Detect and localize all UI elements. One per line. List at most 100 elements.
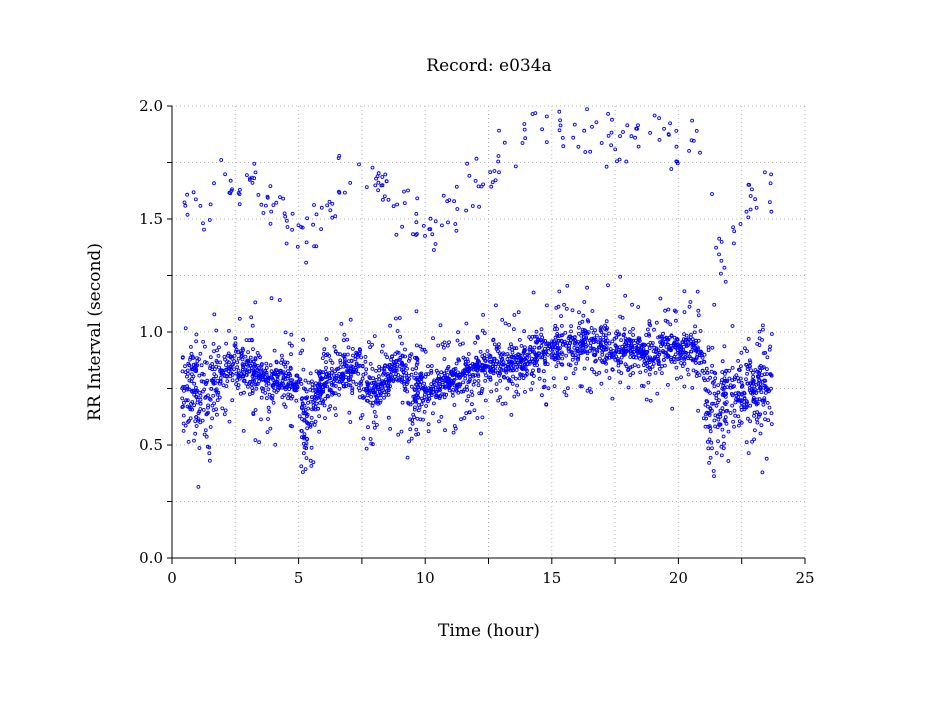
data-point	[491, 371, 496, 376]
data-point	[469, 389, 474, 394]
data-point	[510, 381, 515, 386]
data-point	[360, 363, 365, 368]
data-point	[424, 404, 428, 408]
data-point	[674, 318, 678, 323]
data-point	[473, 178, 478, 183]
data-point	[725, 385, 730, 389]
data-point	[358, 416, 363, 421]
data-point	[321, 385, 325, 390]
data-point	[610, 117, 614, 122]
data-point	[724, 391, 728, 396]
data-point	[628, 330, 632, 334]
data-point	[437, 386, 442, 391]
data-point	[353, 354, 358, 358]
data-point	[360, 413, 365, 417]
data-point	[228, 374, 233, 379]
data-point	[400, 400, 405, 405]
data-point	[758, 431, 763, 436]
data-point	[533, 334, 537, 339]
data-point	[284, 241, 289, 246]
data-point	[769, 172, 773, 177]
data-point	[294, 398, 299, 403]
data-point	[206, 405, 210, 410]
data-point	[409, 384, 414, 389]
data-point	[414, 356, 419, 361]
data-point	[294, 380, 299, 385]
data-point	[253, 300, 258, 305]
data-point	[636, 123, 640, 128]
data-point	[732, 408, 737, 413]
data-point	[185, 384, 190, 389]
data-point	[214, 328, 219, 333]
data-point	[413, 371, 418, 376]
data-point	[491, 337, 496, 342]
data-point	[532, 363, 537, 367]
data-point	[704, 388, 709, 393]
data-point	[745, 349, 749, 353]
data-point	[323, 416, 327, 420]
data-point	[465, 398, 469, 403]
data-point	[302, 432, 307, 437]
data-point	[212, 312, 217, 317]
data-point	[450, 390, 455, 395]
data-point	[724, 400, 729, 404]
data-point	[644, 397, 649, 402]
data-point	[413, 398, 418, 403]
data-point	[718, 412, 723, 417]
data-point	[240, 346, 245, 351]
data-point	[451, 378, 456, 383]
data-point	[313, 419, 318, 424]
data-point	[585, 107, 589, 112]
data-point	[559, 314, 563, 318]
data-point	[274, 381, 279, 386]
data-point	[673, 345, 677, 349]
data-point	[651, 349, 656, 354]
data-point	[329, 366, 334, 371]
data-point	[539, 327, 544, 332]
data-point	[556, 338, 561, 343]
data-point	[393, 316, 398, 321]
data-point	[232, 367, 236, 372]
data-point	[455, 207, 460, 211]
data-point	[438, 388, 442, 393]
data-point	[194, 415, 198, 419]
data-point	[509, 362, 514, 366]
data-point	[386, 383, 391, 388]
data-point	[765, 367, 769, 371]
data-point	[374, 176, 378, 181]
data-point	[646, 332, 651, 337]
data-point	[765, 400, 770, 405]
data-point	[210, 403, 215, 408]
data-point	[222, 354, 227, 359]
data-point	[278, 195, 282, 200]
data-point	[477, 391, 482, 396]
data-point	[733, 400, 738, 405]
data-point	[527, 335, 532, 339]
data-point	[255, 382, 260, 386]
data-point	[498, 355, 503, 359]
data-point	[760, 379, 765, 384]
data-point	[207, 458, 212, 463]
data-point	[300, 417, 304, 421]
data-point	[561, 144, 566, 149]
data-point	[263, 203, 268, 208]
data-point	[263, 379, 268, 384]
data-point	[749, 387, 754, 392]
data-point	[757, 378, 761, 383]
data-point	[231, 362, 236, 367]
data-point	[333, 391, 338, 396]
data-point	[570, 308, 575, 313]
data-point	[630, 347, 635, 352]
data-point	[545, 303, 549, 308]
data-point	[518, 372, 522, 377]
data-point	[560, 356, 565, 361]
data-point	[692, 357, 696, 362]
data-point	[405, 389, 409, 394]
data-point	[768, 200, 772, 205]
data-point	[380, 197, 385, 202]
data-point	[453, 426, 458, 431]
data-point	[497, 362, 501, 366]
data-point	[190, 400, 195, 404]
data-point	[687, 304, 692, 309]
data-point	[672, 335, 677, 340]
